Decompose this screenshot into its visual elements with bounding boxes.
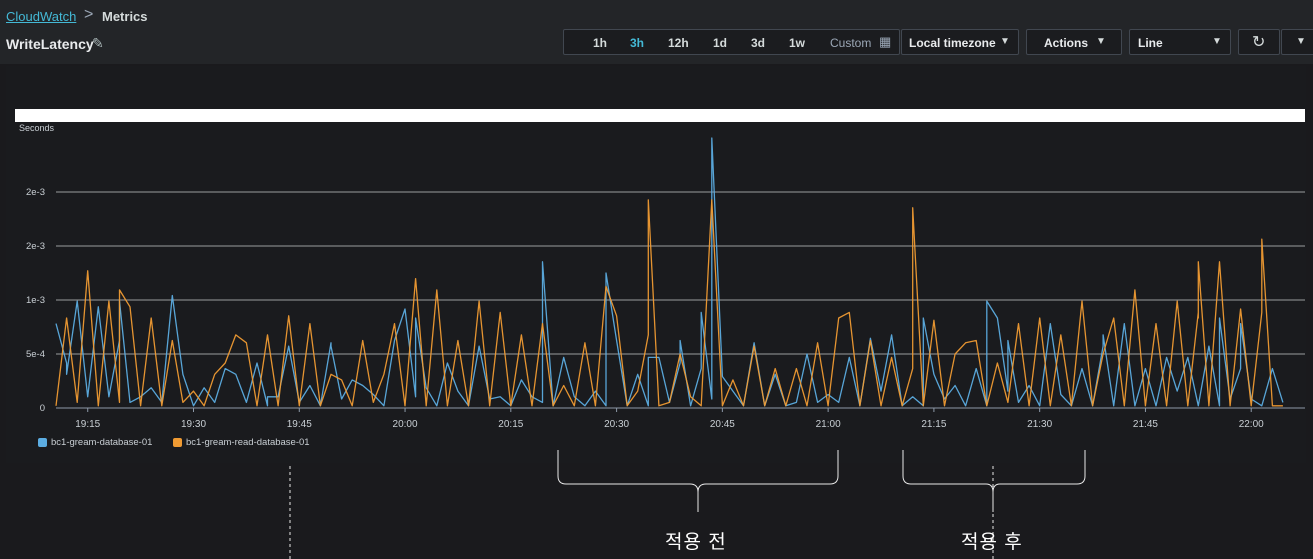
- caret-down-icon: ▼: [1096, 36, 1106, 47]
- actions-label: Actions: [1044, 36, 1089, 50]
- range-1h-button[interactable]: 1h: [593, 36, 608, 50]
- bracket-before: [557, 450, 839, 512]
- caret-down-icon: ▼: [1212, 36, 1222, 47]
- range-1w-button[interactable]: 1w: [789, 36, 806, 50]
- bracket-after: [902, 450, 1086, 512]
- x-tick-label: 19:15: [75, 419, 100, 430]
- edit-pencil-icon[interactable]: ✎: [92, 35, 104, 51]
- label-before-apply: 적용 전: [665, 532, 727, 553]
- timezone-label: Local timezone: [909, 36, 996, 50]
- y-tick-label: 1e-3: [26, 295, 45, 306]
- range-1d-button[interactable]: 1d: [713, 36, 728, 50]
- series-line-database-01: [55, 137, 1284, 407]
- x-tick-label: 19:30: [181, 419, 206, 430]
- actions-dropdown[interactable]: Actions ▼: [1026, 29, 1122, 55]
- chart-type-dropdown[interactable]: Line ▼: [1129, 29, 1231, 55]
- range-3h-button[interactable]: 3h: [630, 36, 645, 50]
- custom-range-button[interactable]: Custom: [830, 36, 872, 50]
- label-after-apply: 적용 후: [961, 532, 1023, 553]
- y-axis-label: Seconds: [19, 123, 55, 133]
- time-range-selector: 1h 3h 12h 1d 3d 1w Custom ▦: [563, 29, 900, 55]
- legend-item-read-database-01[interactable]: bc1-gream-read-database-01: [173, 437, 310, 448]
- y-tick-label: 5e-4: [26, 349, 45, 360]
- series-line-read-database-01: [55, 199, 1283, 407]
- range-3d-button[interactable]: 3d: [751, 36, 766, 50]
- chart-type-label: Line: [1138, 36, 1163, 50]
- range-12h-button[interactable]: 12h: [668, 36, 689, 50]
- x-tick-label: 21:00: [816, 419, 841, 430]
- legend-swatch-orange: [173, 437, 182, 447]
- x-tick-label: 21:30: [1027, 419, 1052, 430]
- refresh-icon: ↻: [1252, 34, 1266, 51]
- breadcrumb-separator-icon: >: [84, 6, 94, 23]
- refresh-button[interactable]: ↻: [1238, 29, 1280, 55]
- breadcrumb-current: Metrics: [102, 9, 148, 24]
- caret-down-icon: ▼: [1000, 36, 1010, 47]
- graph-title-bar: [15, 109, 1305, 122]
- graph-panel: [6, 66, 1306, 463]
- x-tick-label: 21:15: [921, 419, 946, 430]
- caret-down-icon: ▼: [1296, 36, 1306, 47]
- legend-label: bc1-gream-read-database-01: [186, 437, 310, 448]
- page-title: WriteLatency: [6, 36, 94, 52]
- timezone-dropdown[interactable]: Local timezone ▼: [901, 29, 1019, 55]
- legend-swatch-blue: [38, 437, 47, 447]
- top-bar: CloudWatch > Metrics WriteLatency ✎ 1h 3…: [0, 0, 1313, 64]
- x-tick-label: 19:45: [287, 419, 312, 430]
- y-tick-label: 0: [40, 403, 45, 414]
- breadcrumb-cloudwatch-link[interactable]: CloudWatch: [6, 9, 77, 24]
- x-tick-label: 20:00: [393, 419, 418, 430]
- legend-label: bc1-gream-database-01: [51, 437, 153, 448]
- x-tick-label: 21:45: [1133, 419, 1158, 430]
- x-tick-label: 20:15: [498, 419, 523, 430]
- x-tick-label: 20:45: [710, 419, 735, 430]
- x-tick-label: 22:00: [1239, 419, 1264, 430]
- legend-item-database-01[interactable]: bc1-gream-database-01: [38, 437, 152, 448]
- y-tick-label: 2e-3: [26, 187, 45, 198]
- refresh-options-dropdown[interactable]: ▼: [1281, 29, 1313, 55]
- x-tick-label: 20:30: [604, 419, 629, 430]
- calendar-icon[interactable]: ▦: [879, 34, 892, 49]
- y-tick-label: 2e-3: [26, 241, 45, 252]
